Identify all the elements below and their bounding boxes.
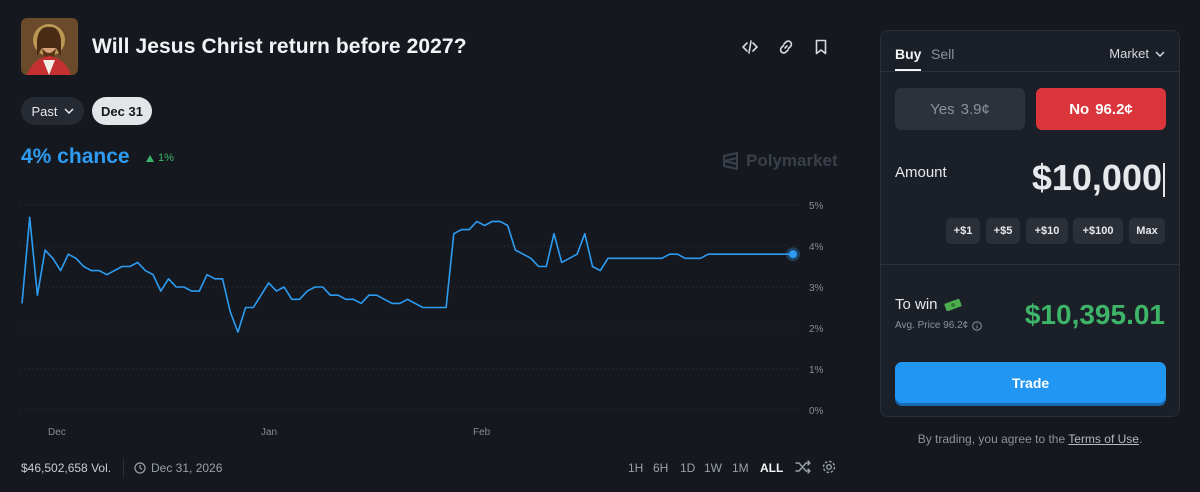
range-6h[interactable]: 6H	[653, 461, 669, 475]
footer-divider	[123, 459, 124, 477]
bookmark-icon[interactable]	[811, 37, 831, 57]
y-tick-label: 3%	[809, 283, 824, 294]
polymarket-watermark: Polymarket	[722, 151, 838, 171]
date-label: Dec 31	[101, 103, 143, 119]
trade-button[interactable]: Trade	[895, 362, 1166, 403]
market-avatar-image	[21, 18, 78, 75]
terms-suffix: .	[1138, 432, 1143, 446]
triangle-up-icon	[146, 154, 154, 162]
end-date-text: Dec 31, 2026	[151, 461, 223, 475]
y-tick-label: 2%	[809, 324, 824, 335]
market-avatar	[21, 18, 78, 75]
tab-buy[interactable]: Buy	[895, 46, 922, 62]
range-1m[interactable]: 1M	[732, 461, 749, 475]
series-line	[21, 216, 793, 333]
to-win-value: $10,395.01	[1024, 299, 1165, 330]
yes-button[interactable]: Yes 3.9¢	[895, 88, 1025, 130]
chance-value: 4% chance	[21, 145, 130, 168]
amount-input[interactable]: $10,000	[1032, 157, 1165, 199]
chevron-down-icon	[63, 108, 74, 114]
chance-delta: 1%	[146, 152, 174, 164]
quick-add-1[interactable]: +$1	[946, 218, 980, 244]
price-chart[interactable]: 5% 4% 3% 2% 1% 0% Dec Jan Feb	[0, 190, 850, 445]
past-label: Past	[31, 103, 58, 119]
range-all[interactable]: ALL	[760, 461, 784, 475]
no-price: 96.2¢	[1095, 100, 1133, 118]
quick-add-5[interactable]: +$5	[986, 218, 1020, 244]
y-tick-label: 1%	[809, 365, 824, 376]
y-tick-label: 4%	[809, 242, 824, 253]
text-caret	[1163, 163, 1165, 198]
volume-label: $46,502,658 Vol.	[21, 461, 112, 475]
yes-label: Yes	[930, 100, 955, 118]
tabs-divider	[881, 71, 1179, 72]
money-icon	[943, 298, 962, 311]
order-type-dropdown[interactable]: Market	[1109, 46, 1165, 61]
to-win-text: To win	[895, 296, 938, 313]
y-tick-label: 5%	[809, 201, 824, 212]
tab-sell[interactable]: Sell	[931, 46, 955, 62]
avg-price: Avg. Price 96.2¢	[895, 320, 983, 331]
terms-prefix: By trading, you agree to the	[917, 432, 1066, 446]
quick-add-max[interactable]: Max	[1129, 218, 1165, 244]
past-dropdown[interactable]: Past	[21, 97, 84, 125]
polymarket-logo-icon	[723, 152, 738, 170]
chevron-down-icon	[1155, 50, 1165, 57]
terms-notice: By trading, you agree to the Terms of Us…	[880, 432, 1180, 446]
quick-add-100[interactable]: +$100	[1073, 218, 1123, 244]
y-tick-label: 0%	[809, 406, 824, 417]
no-button[interactable]: No 96.2¢	[1036, 88, 1166, 130]
yes-price: 3.9¢	[960, 100, 990, 118]
range-1w[interactable]: 1W	[704, 461, 722, 475]
terms-link[interactable]: Terms of Use	[1068, 432, 1139, 446]
avg-price-text: Avg. Price 96.2¢	[895, 320, 969, 331]
to-win-label: To win	[895, 296, 962, 313]
amount-label: Amount	[895, 164, 947, 181]
amount-value: $10,000	[1031, 157, 1162, 198]
active-tab-indicator	[895, 69, 921, 71]
link-icon[interactable]	[776, 37, 796, 57]
x-tick-label: Jan	[261, 427, 277, 438]
end-date: Dec 31, 2026	[134, 461, 222, 475]
order-type-label: Market	[1109, 46, 1149, 61]
amount-divider	[881, 264, 1179, 265]
watermark-text: Polymarket	[746, 151, 838, 170]
no-label: No	[1069, 100, 1090, 118]
last-point-marker	[789, 250, 797, 259]
info-icon[interactable]	[972, 320, 983, 331]
range-1d[interactable]: 1D	[680, 461, 696, 475]
date-pill[interactable]: Dec 31	[92, 97, 152, 125]
page-title: Will Jesus Christ return before 2027?	[92, 35, 467, 58]
chance-delta-value: 1%	[158, 152, 174, 164]
settings-gear-icon[interactable]	[821, 459, 839, 477]
quick-add-10[interactable]: +$10	[1026, 218, 1068, 244]
range-1h[interactable]: 1H	[628, 461, 644, 475]
shuffle-icon[interactable]	[795, 459, 813, 477]
clock-icon	[134, 462, 146, 474]
x-tick-label: Dec	[48, 427, 66, 438]
trade-panel: Buy Sell Market Yes 3.9¢ No 96.2¢ Amount…	[880, 30, 1180, 417]
x-tick-label: Feb	[473, 427, 491, 438]
embed-icon[interactable]	[740, 37, 760, 57]
